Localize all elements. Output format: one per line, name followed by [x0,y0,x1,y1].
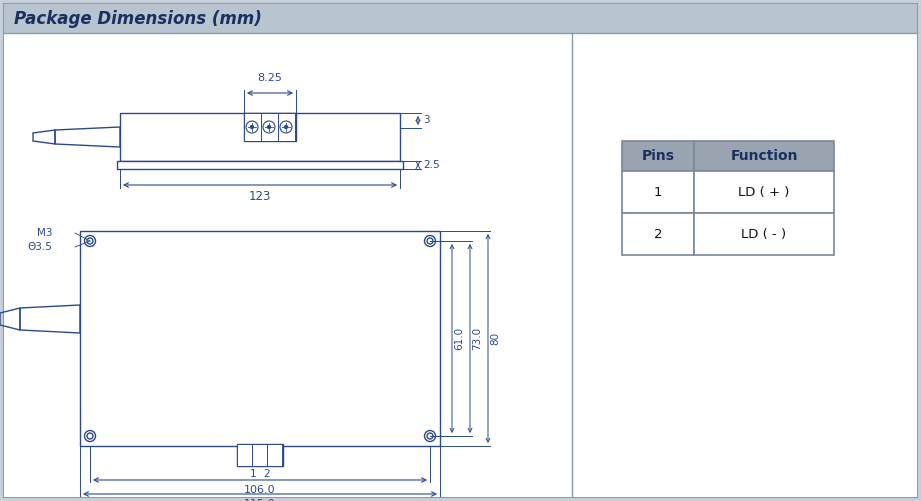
Text: 80: 80 [490,332,500,345]
Circle shape [251,125,253,128]
Circle shape [267,125,271,128]
Text: LD ( + ): LD ( + ) [739,185,789,198]
Text: 1: 1 [654,185,662,198]
Bar [694,213,834,255]
Text: 2: 2 [263,469,270,479]
Circle shape [285,125,287,128]
Text: 1: 1 [250,469,256,479]
Bar [694,141,834,171]
Text: 2: 2 [654,227,662,240]
Bar [622,171,694,213]
Text: 106.0: 106.0 [244,485,275,495]
Bar [117,161,403,169]
Text: LD ( - ): LD ( - ) [741,227,787,240]
Bar [244,113,261,141]
Text: 61.0: 61.0 [454,327,464,350]
Bar [267,444,282,466]
Text: Θ3.5: Θ3.5 [27,242,52,252]
Text: 3: 3 [423,115,429,125]
Bar [278,113,295,141]
Text: M3: M3 [37,228,52,238]
Text: 73.0: 73.0 [472,327,482,350]
Bar [694,171,834,213]
Bar [237,444,283,466]
Bar [572,33,917,497]
Text: Function: Function [730,149,798,163]
Text: 115.0: 115.0 [244,499,275,501]
Bar [622,213,694,255]
Bar [252,444,267,466]
Bar [622,141,694,171]
Text: Package Dimensions (mm): Package Dimensions (mm) [14,10,262,28]
Bar [4,4,917,33]
Bar [244,113,296,141]
Text: 123: 123 [249,190,271,203]
Text: 2.5: 2.5 [423,160,439,170]
Text: 8.25: 8.25 [258,73,283,83]
Text: Pins: Pins [642,149,674,163]
Bar [120,113,400,161]
Bar [4,33,572,497]
Bar [261,113,278,141]
Bar [237,444,252,466]
Bar [80,231,440,446]
